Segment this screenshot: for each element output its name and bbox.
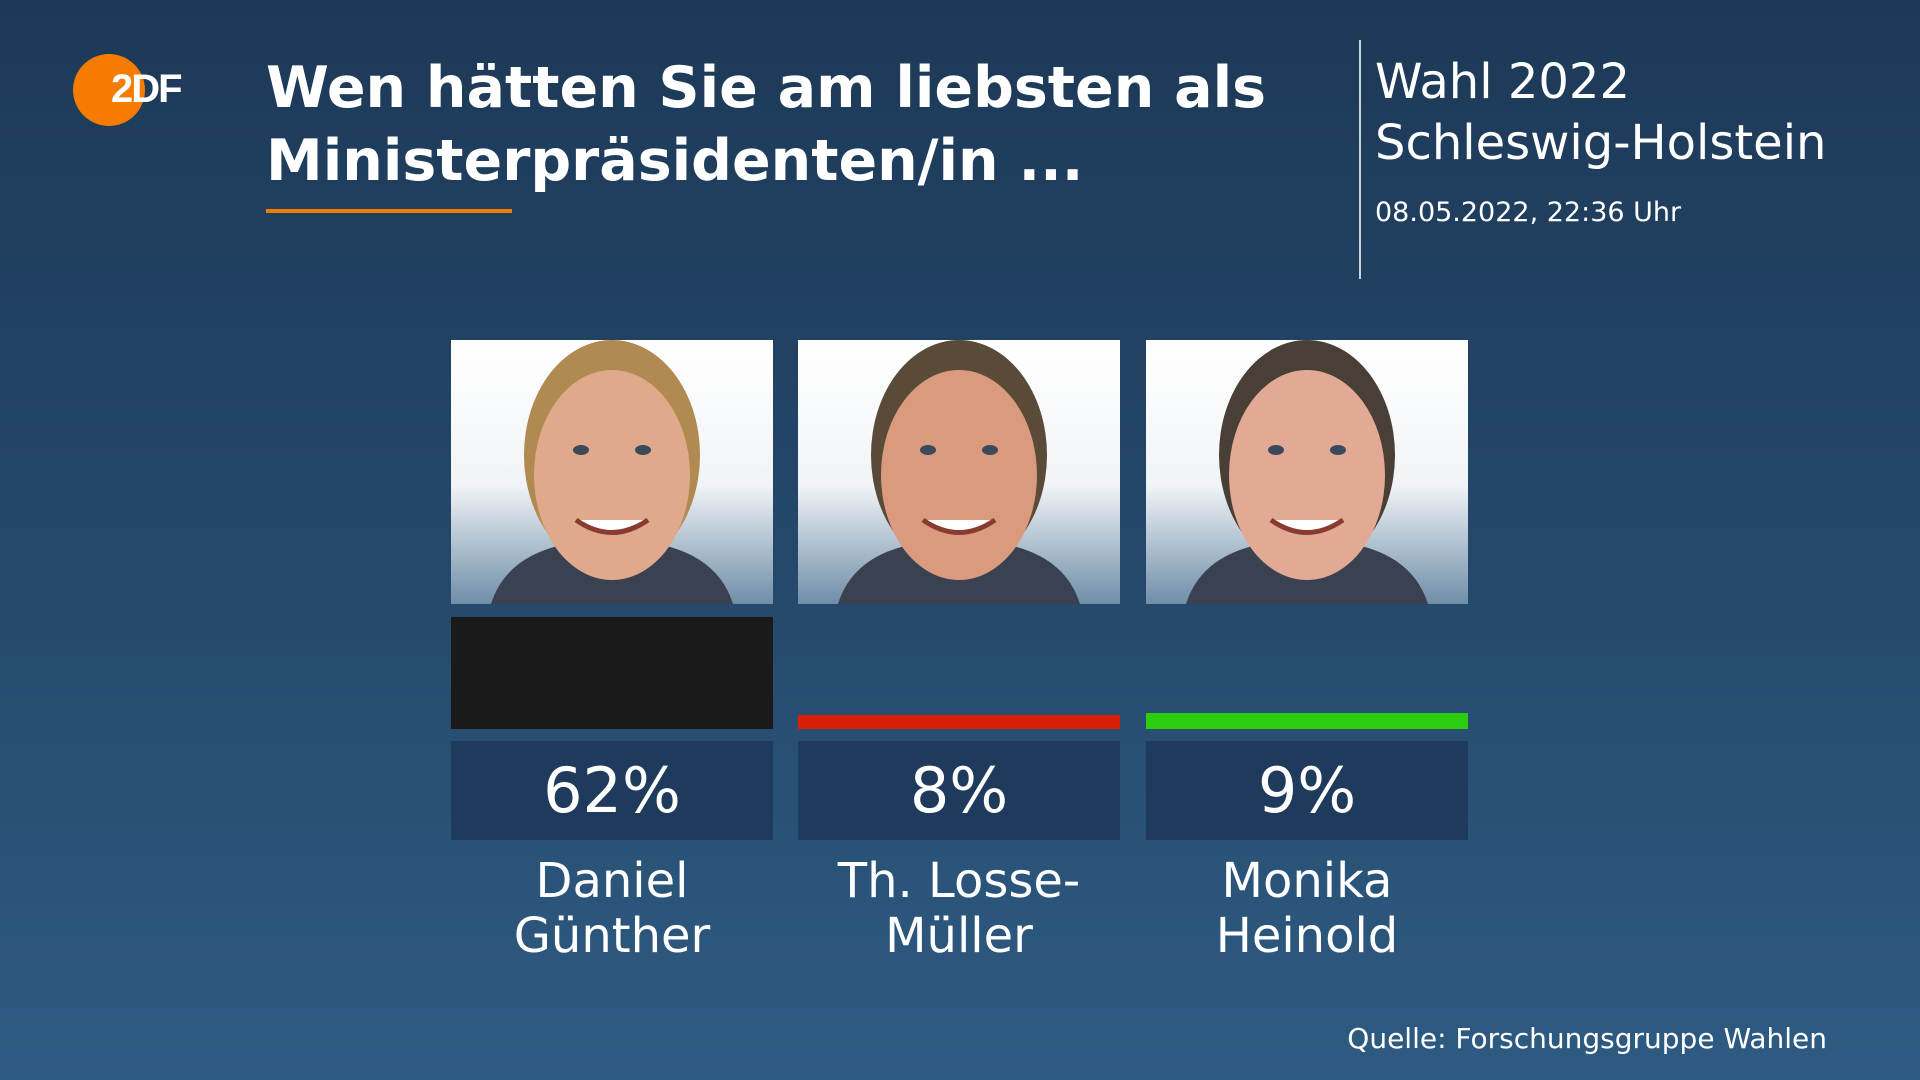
candidate-column: 9% Monika Heinold xyxy=(1146,340,1468,964)
candidate-name: Daniel Günther xyxy=(513,853,711,964)
zdf-logo: 2DF xyxy=(73,54,183,126)
page-title: Wen hätten Sie am liebsten als Ministerp… xyxy=(266,55,1267,194)
candidate-photo xyxy=(1146,340,1468,604)
bar xyxy=(798,714,1120,729)
election-name: Wahl 2022 Schleswig-Holstein xyxy=(1375,52,1826,174)
election-title: Wahl 2022 xyxy=(1375,54,1630,110)
bar xyxy=(1146,712,1468,729)
value-label: 9% xyxy=(1146,741,1468,840)
candidate-column: 8% Th. Losse- Müller xyxy=(798,340,1120,964)
value-label: 8% xyxy=(798,741,1120,840)
election-region: Schleswig-Holstein xyxy=(1375,115,1827,171)
bar xyxy=(451,617,773,729)
candidate-name: Monika Heinold xyxy=(1215,853,1399,964)
divider xyxy=(1359,40,1361,279)
value-label: 62% xyxy=(451,741,773,840)
source: Quelle: Forschungsgruppe Wahlen xyxy=(1347,1022,1827,1055)
candidate-photo xyxy=(798,340,1120,604)
title-underline xyxy=(266,209,512,213)
candidate-name: Th. Losse- Müller xyxy=(837,853,1081,964)
candidate-column: 62% Daniel Günther xyxy=(451,340,773,964)
timestamp: 08.05.2022, 22:36 Uhr xyxy=(1375,197,1682,228)
candidate-photo xyxy=(451,340,773,604)
